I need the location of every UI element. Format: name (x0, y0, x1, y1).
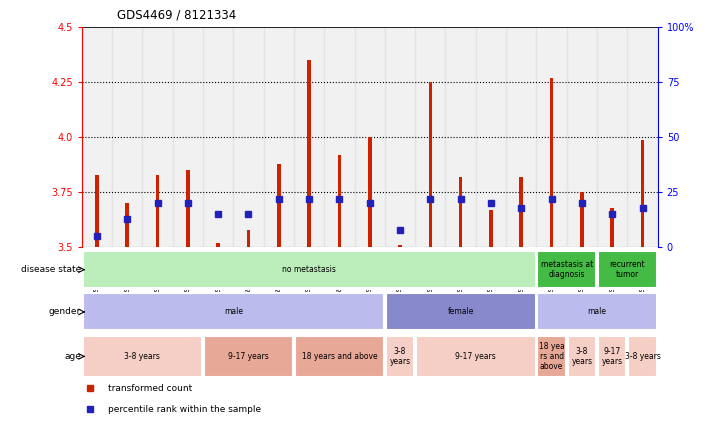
Bar (216, 243, 220, 247)
Text: no metastasis: no metastasis (282, 265, 336, 274)
Bar (398, 245, 402, 247)
Bar (520, 177, 523, 247)
Text: recurrent
tumor: recurrent tumor (609, 260, 645, 279)
Bar (82, 27, 112, 247)
Bar (294, 27, 324, 247)
Text: 3-8
years: 3-8 years (572, 347, 592, 366)
FancyBboxPatch shape (538, 251, 596, 288)
FancyBboxPatch shape (82, 336, 202, 377)
Bar (429, 82, 432, 247)
Bar (247, 230, 250, 247)
FancyBboxPatch shape (295, 336, 384, 377)
Text: gender: gender (49, 308, 81, 316)
FancyBboxPatch shape (416, 336, 535, 377)
Bar (233, 27, 264, 247)
Bar (489, 210, 493, 247)
Text: 9-17 years: 9-17 years (456, 352, 496, 361)
Text: GDS4469 / 8121334: GDS4469 / 8121334 (117, 8, 237, 21)
Bar (446, 27, 476, 247)
FancyBboxPatch shape (598, 336, 626, 377)
Bar (627, 27, 658, 247)
FancyBboxPatch shape (204, 336, 293, 377)
Text: age: age (64, 352, 81, 361)
FancyBboxPatch shape (82, 251, 535, 288)
Bar (476, 27, 506, 247)
Bar (173, 27, 203, 247)
Bar (142, 27, 173, 247)
Bar (459, 177, 462, 247)
Bar (415, 27, 446, 247)
Bar (203, 27, 233, 247)
FancyBboxPatch shape (538, 294, 657, 330)
Bar (610, 208, 614, 247)
Text: 9-17 years: 9-17 years (228, 352, 269, 361)
Text: 3-8 years: 3-8 years (624, 352, 661, 361)
Bar (338, 155, 341, 247)
Text: transformed count: transformed count (107, 384, 192, 393)
FancyBboxPatch shape (82, 294, 384, 330)
FancyBboxPatch shape (567, 336, 596, 377)
Bar (385, 27, 415, 247)
Text: male: male (224, 308, 243, 316)
Bar (536, 27, 567, 247)
Bar (641, 140, 644, 247)
Bar (156, 175, 159, 247)
FancyBboxPatch shape (386, 336, 415, 377)
Bar (324, 27, 355, 247)
Text: metastasis at
diagnosis: metastasis at diagnosis (540, 260, 593, 279)
Bar (112, 27, 142, 247)
Bar (186, 170, 190, 247)
FancyBboxPatch shape (386, 294, 535, 330)
Text: female: female (447, 308, 474, 316)
Bar (264, 27, 294, 247)
Text: 18 yea
rs and
above: 18 yea rs and above (539, 342, 565, 371)
Text: 9-17
years: 9-17 years (602, 347, 623, 366)
Bar (125, 203, 129, 247)
Text: 3-8 years: 3-8 years (124, 352, 160, 361)
Bar (355, 27, 385, 247)
Bar (506, 27, 536, 247)
Bar (550, 78, 553, 247)
Text: 3-8
years: 3-8 years (390, 347, 410, 366)
Bar (580, 192, 584, 247)
Text: male: male (587, 308, 606, 316)
Text: percentile rank within the sample: percentile rank within the sample (107, 405, 261, 414)
Bar (368, 137, 372, 247)
Text: 18 years and above: 18 years and above (301, 352, 378, 361)
Text: disease state: disease state (21, 265, 81, 274)
Bar (95, 175, 99, 247)
FancyBboxPatch shape (629, 336, 657, 377)
Bar (597, 27, 627, 247)
Bar (277, 164, 281, 247)
FancyBboxPatch shape (598, 251, 657, 288)
Bar (307, 60, 311, 247)
FancyBboxPatch shape (538, 336, 566, 377)
Bar (567, 27, 597, 247)
